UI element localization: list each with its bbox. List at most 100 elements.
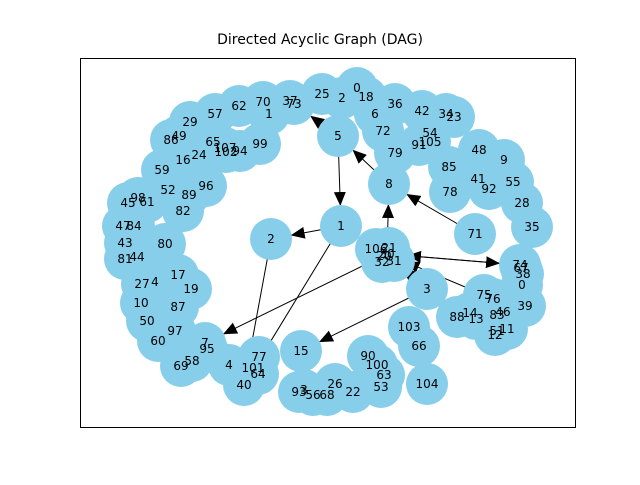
node-67-label: 67 [513,261,528,275]
node-97-label: 97 [167,324,182,338]
node-89-label: 89 [181,188,196,202]
node-76-label: 76 [485,292,500,306]
node-55-label: 55 [505,175,520,189]
node-8-circle [368,163,410,205]
node-41-label: 41 [470,172,485,186]
node-36-label: 36 [387,97,402,111]
plot-frame [80,58,576,428]
node-3a-label: 3 [300,383,308,397]
node-1b-circle [320,205,362,247]
node-8-label: 8 [385,177,393,191]
node-3b-circle [406,268,448,310]
node-78-circle [429,171,471,213]
node-7-label: 7 [201,336,209,350]
node-82-circle [162,190,204,232]
node-95-label: 95 [199,342,214,356]
node-45-label: 45 [120,196,135,210]
node-81-label: 81 [117,252,132,266]
node-50-label: 50 [139,314,154,328]
node-82-label: 82 [175,204,190,218]
node-4a-label: 4 [151,275,159,289]
node-101-label: 101 [242,361,265,375]
node-38-circle [502,253,544,295]
node-20-label: 20 [376,249,391,263]
node-31-circle [373,240,415,282]
node-94-label: 94 [232,144,247,158]
node-104-circle [406,363,448,405]
node-90-label: 90 [360,349,375,363]
node-104-label: 104 [416,377,439,391]
node-98-label: 98 [130,191,145,205]
node-0-label: 0 [353,81,361,95]
node-4b-label: 4 [225,358,233,372]
node-73-label: 73 [286,97,301,111]
node-1a-label: 1 [265,107,273,121]
node-100-label: 100 [366,358,389,372]
node-6-label: 6 [371,107,379,121]
node-9-label: 9 [500,153,508,167]
node-91-label: 91 [411,138,426,152]
node-57-label: 57 [207,107,222,121]
node-28-label: 28 [514,196,529,210]
node-40-circle [223,364,265,406]
node-15-label: 15 [293,344,308,358]
node-13-label: 13 [468,312,483,326]
node-29-label: 29 [182,115,197,129]
node-2b-circle [250,218,292,260]
node-78-label: 78 [442,185,457,199]
node-52-label: 52 [160,183,175,197]
node-11-label: 11 [499,322,514,336]
node-59-label: 59 [154,163,169,177]
node-72-label: 72 [375,124,390,138]
node-79-label: 79 [387,146,402,160]
node-47-label: 47 [115,219,130,233]
node-70-label: 70 [255,95,270,109]
node-25-label: 25 [314,87,329,101]
node-105-label: 105 [419,135,442,149]
node-48-label: 48 [471,143,486,157]
node-2-label: 2 [338,91,346,105]
node-69-circle [160,345,202,387]
node-84-label: 84 [126,219,141,233]
node-96-label: 96 [198,179,213,193]
node-107-label: 107 [214,141,237,155]
node-31-label: 31 [386,254,401,268]
node-22-label: 22 [345,385,360,399]
node-46-label: 46 [495,305,510,319]
node-69-label: 69 [173,359,188,373]
node-75-label: 75 [476,288,491,302]
node-14-label: 14 [462,306,477,320]
node-68-label: 68 [319,388,334,402]
node-34-label: 34 [438,107,453,121]
node-86-label: 86 [163,133,178,147]
node-0b-label: 0 [518,278,526,292]
node-5-circle [317,115,359,157]
node-53-label: 53 [373,380,388,394]
node-64-label: 64 [250,367,265,381]
edge-30-to-7 [222,253,388,335]
node-35-label: 35 [524,220,539,234]
node-51-label: 51 [489,324,504,338]
node-61-label: 61 [139,195,154,209]
node-99-label: 99 [252,137,267,151]
node-21-label: 21 [381,241,396,255]
node-106-label: 106 [365,242,388,256]
node-56-label: 56 [305,388,320,402]
node-26-label: 26 [327,377,342,391]
node-60-label: 60 [150,334,165,348]
node-99-circle [239,123,281,165]
node-30-label: 30 [379,247,394,261]
node-93-label: 93 [291,385,306,399]
node-5-label: 5 [334,129,342,143]
node-1b-label: 1 [337,219,345,233]
node-63-label: 63 [376,368,391,382]
node-88-label: 88 [449,310,464,324]
node-92-label: 92 [481,182,496,196]
node-53-circle [360,366,402,408]
node-102-label: 102 [215,145,238,159]
node-18-label: 18 [358,90,373,104]
node-85-label: 85 [441,160,456,174]
